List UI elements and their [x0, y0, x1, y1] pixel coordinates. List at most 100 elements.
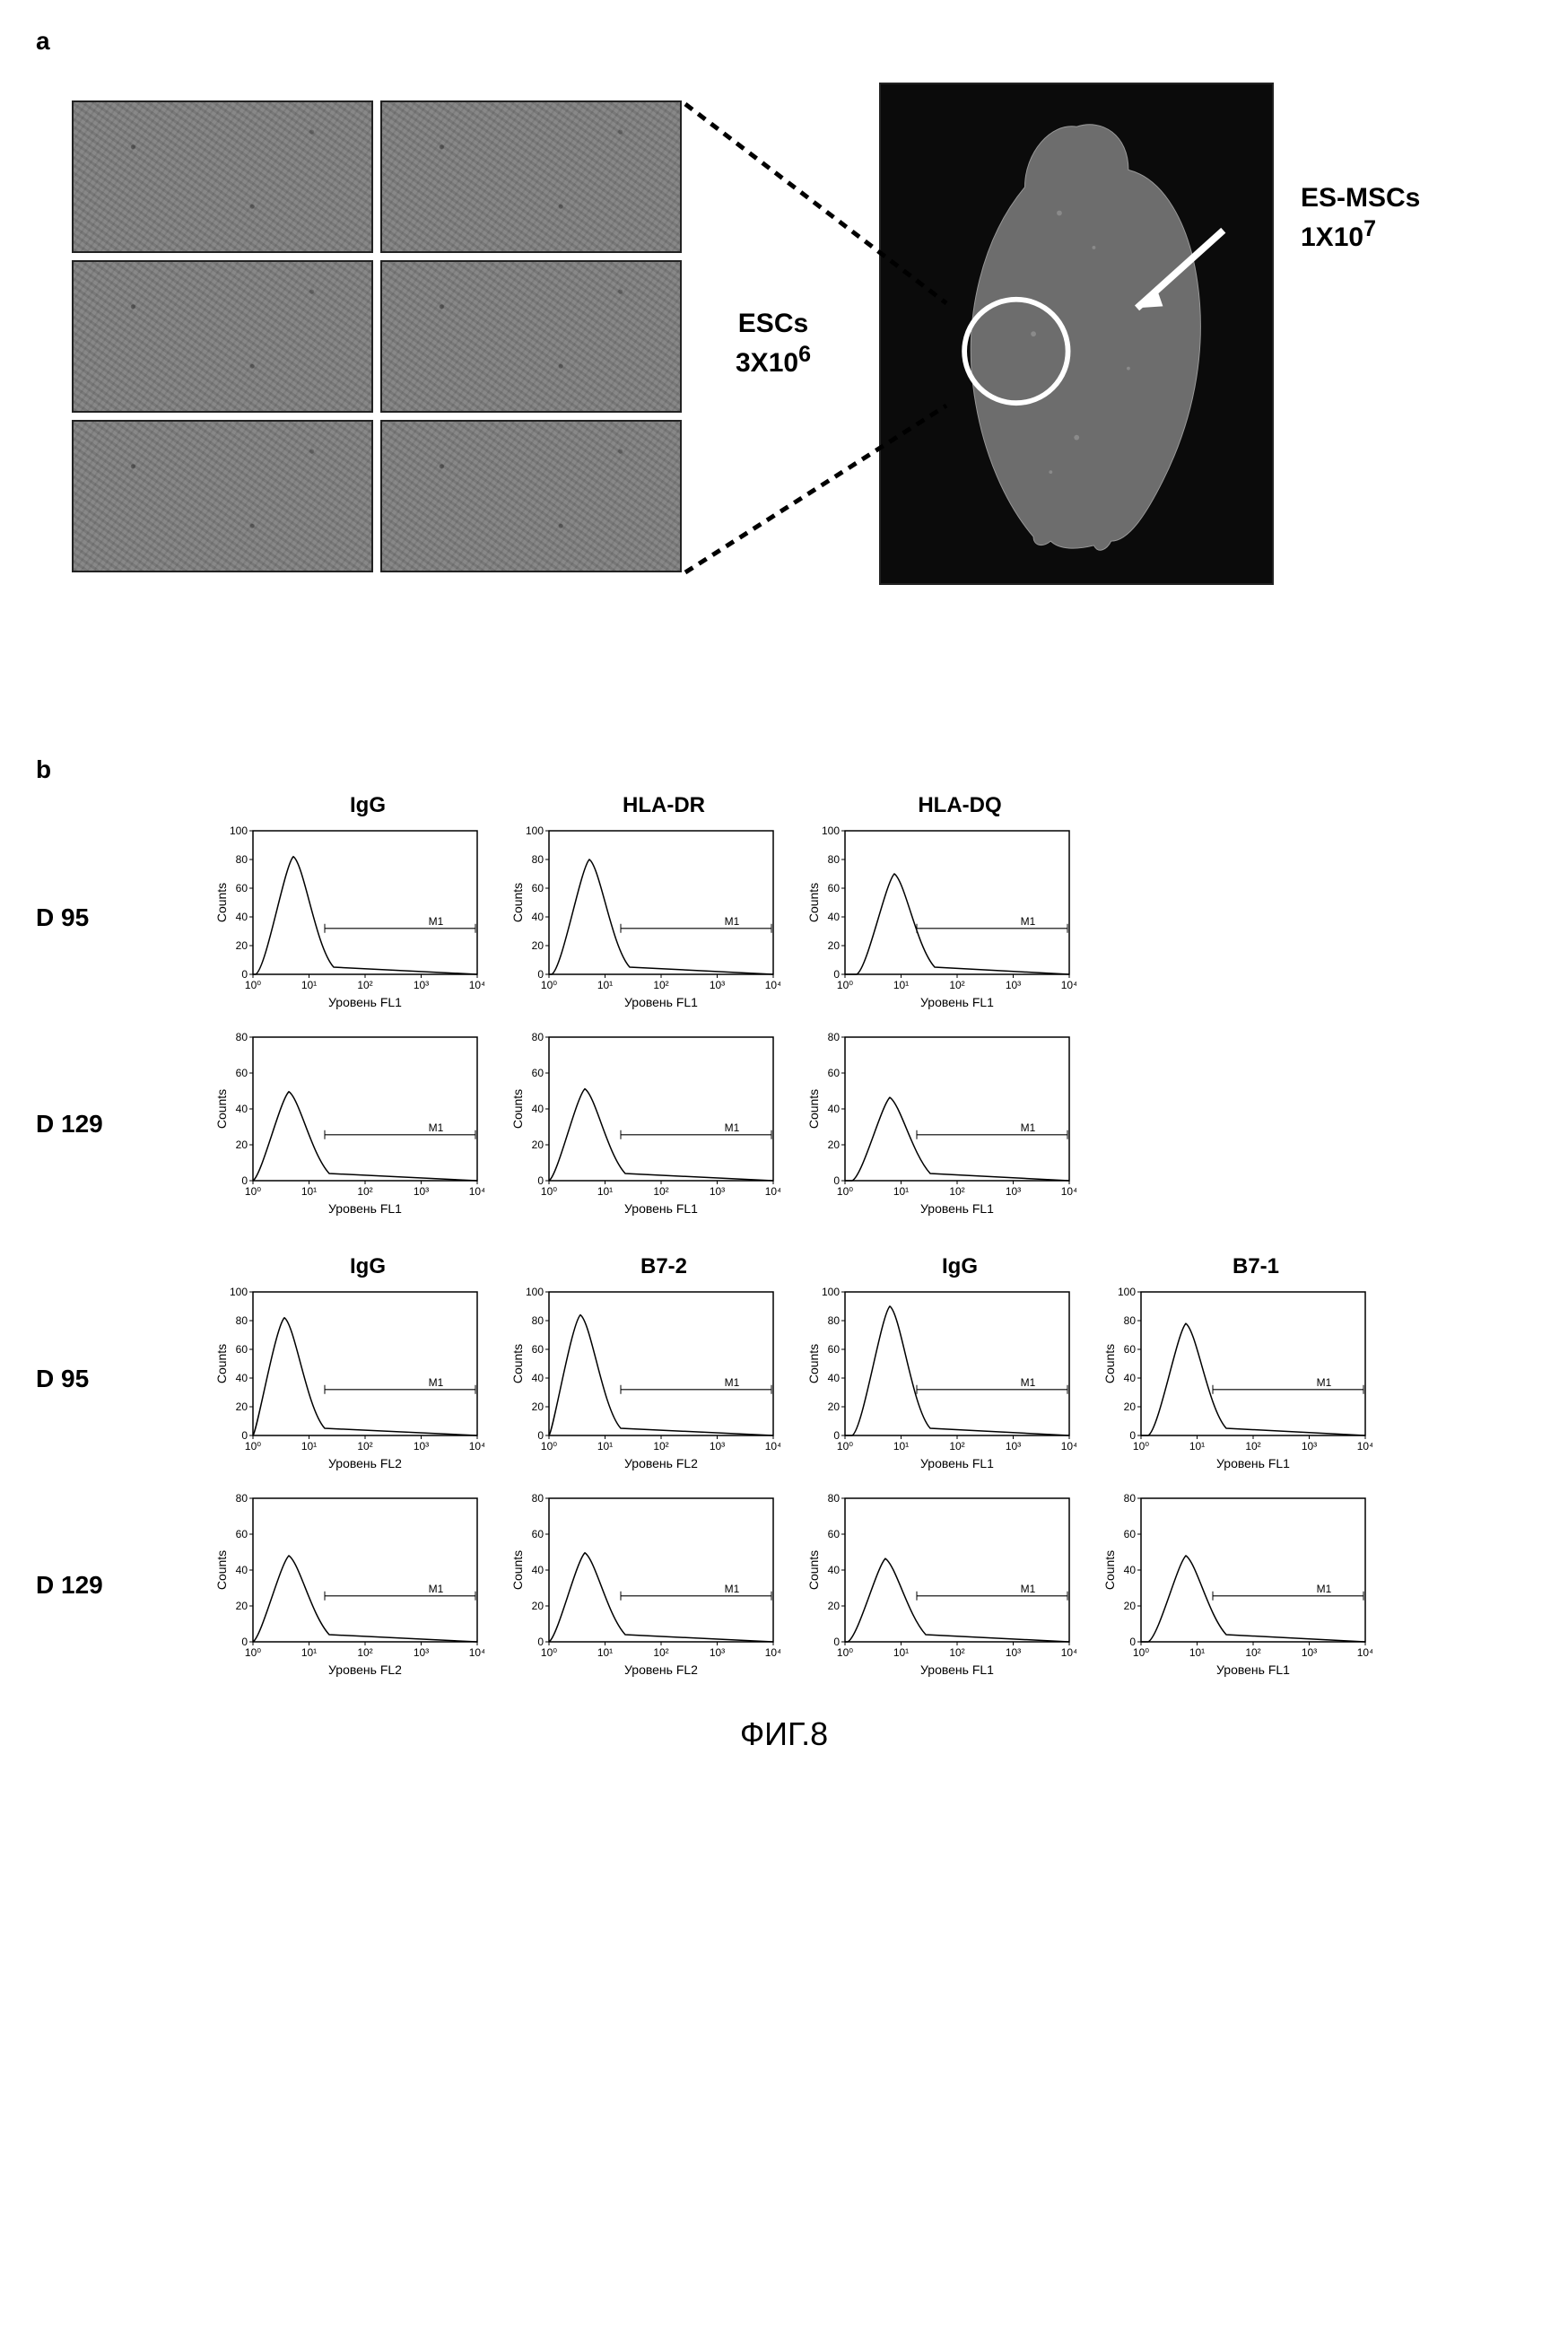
panel-a-label: a	[36, 27, 1532, 56]
svg-text:10⁴: 10⁴	[469, 1646, 484, 1659]
histology-cell	[380, 260, 682, 413]
svg-text:40: 40	[828, 911, 841, 923]
svg-text:M1: M1	[429, 1121, 444, 1134]
svg-text:40: 40	[828, 1564, 841, 1576]
svg-text:20: 20	[828, 1139, 841, 1151]
plots-container: 02040608010⁰10¹10²10³10⁴ M1 Уровень FL1 …	[215, 1030, 1076, 1218]
svg-text:10²: 10²	[653, 1440, 668, 1453]
facs-plot: 02040608010010⁰10¹10²10³10⁴ M1 Уровень F…	[807, 824, 1076, 1012]
svg-text:10¹: 10¹	[1189, 1646, 1205, 1659]
row-label: D 129	[36, 1571, 215, 1600]
svg-text:60: 60	[828, 1528, 841, 1540]
svg-text:10¹: 10¹	[893, 1440, 909, 1453]
svg-text:M1: M1	[1021, 915, 1036, 928]
facs-plot: 02040608010010⁰10¹10²10³10⁴ M1 Уровень F…	[1103, 1285, 1372, 1473]
escs-line2: 3X10	[736, 348, 798, 378]
svg-text:M1: M1	[725, 1376, 740, 1389]
facs-plot: 02040608010⁰10¹10²10³10⁴ M1 Уровень FL2 …	[215, 1491, 484, 1680]
svg-text:60: 60	[236, 1528, 248, 1540]
svg-text:10³: 10³	[1006, 1185, 1021, 1198]
svg-text:10²: 10²	[357, 1646, 372, 1659]
svg-text:10³: 10³	[414, 1646, 429, 1659]
esmscs-label: ES-MSCs 1X107	[1301, 181, 1420, 254]
svg-text:40: 40	[828, 1372, 841, 1384]
svg-text:10⁰: 10⁰	[245, 1440, 261, 1453]
svg-text:Уровень FL1: Уровень FL1	[920, 995, 994, 1009]
svg-text:10⁴: 10⁴	[1061, 979, 1076, 991]
svg-text:20: 20	[1124, 1400, 1137, 1413]
svg-text:10²: 10²	[357, 1185, 372, 1198]
svg-text:80: 80	[236, 853, 248, 866]
svg-text:20: 20	[532, 1139, 544, 1151]
svg-text:60: 60	[236, 1343, 248, 1356]
svg-text:10⁴: 10⁴	[1061, 1440, 1076, 1453]
svg-text:Counts: Counts	[807, 883, 821, 922]
facs-section-top: IgGHLA-DRHLA-DQ D 95 02040608010010⁰10¹1…	[36, 793, 1532, 1218]
svg-text:Уровень FL1: Уровень FL1	[1216, 1456, 1290, 1470]
col-header: IgG	[233, 1254, 502, 1279]
svg-text:40: 40	[236, 1372, 248, 1384]
escs-label: ESCs 3X106	[736, 307, 811, 380]
svg-text:10⁴: 10⁴	[765, 1646, 780, 1659]
mouse-image	[879, 83, 1274, 585]
facs-plot: 02040608010⁰10¹10²10³10⁴ M1 Уровень FL1 …	[215, 1030, 484, 1218]
svg-text:M1: M1	[725, 915, 740, 928]
svg-text:60: 60	[828, 882, 841, 894]
panel-a: ESCs 3X106 ES-MSCs 1X107	[36, 74, 1532, 684]
svg-text:M1: M1	[1021, 1583, 1036, 1595]
facs-row: D 129 02040608010⁰10¹10²10³10⁴ M1 Уровен…	[36, 1030, 1532, 1218]
svg-text:40: 40	[236, 1564, 248, 1576]
svg-text:20: 20	[828, 1600, 841, 1612]
svg-text:80: 80	[236, 1031, 248, 1043]
svg-text:10⁰: 10⁰	[245, 1185, 261, 1198]
svg-text:Уровень FL2: Уровень FL2	[624, 1662, 698, 1677]
svg-text:Уровень FL2: Уровень FL2	[328, 1456, 402, 1470]
svg-text:10⁴: 10⁴	[469, 1440, 484, 1453]
svg-text:80: 80	[828, 1314, 841, 1327]
svg-text:20: 20	[532, 1600, 544, 1612]
svg-text:10²: 10²	[653, 1185, 668, 1198]
svg-text:10⁰: 10⁰	[837, 1646, 853, 1659]
row-label: D 95	[36, 1365, 215, 1393]
svg-text:20: 20	[1124, 1600, 1137, 1612]
svg-text:Counts: Counts	[215, 1550, 229, 1590]
svg-text:10³: 10³	[1006, 1646, 1021, 1659]
svg-text:60: 60	[532, 1343, 544, 1356]
svg-text:M1: M1	[429, 1583, 444, 1595]
histology-cell	[380, 100, 682, 253]
svg-text:Counts: Counts	[215, 883, 229, 922]
svg-text:10³: 10³	[710, 1185, 725, 1198]
panel-b-label: b	[36, 755, 1532, 784]
svg-text:10³: 10³	[1302, 1440, 1317, 1453]
svg-text:10⁰: 10⁰	[541, 979, 557, 991]
svg-text:80: 80	[532, 1031, 544, 1043]
svg-text:M1: M1	[1317, 1376, 1332, 1389]
esmscs-line2: 1X10	[1301, 222, 1363, 252]
svg-text:Counts: Counts	[807, 1550, 821, 1590]
svg-text:10³: 10³	[1006, 979, 1021, 991]
svg-text:80: 80	[828, 853, 841, 866]
svg-text:Уровень FL1: Уровень FL1	[920, 1662, 994, 1677]
svg-text:Уровень FL1: Уровень FL1	[624, 995, 698, 1009]
svg-text:10²: 10²	[1245, 1440, 1260, 1453]
svg-text:10²: 10²	[949, 1185, 964, 1198]
plots-container: 02040608010⁰10¹10²10³10⁴ M1 Уровень FL2 …	[215, 1491, 1372, 1680]
facs-plot: 02040608010010⁰10¹10²10³10⁴ M1 Уровень F…	[511, 824, 780, 1012]
svg-text:100: 100	[1118, 1286, 1136, 1298]
svg-text:60: 60	[532, 882, 544, 894]
svg-text:80: 80	[236, 1492, 248, 1505]
svg-text:20: 20	[532, 1400, 544, 1413]
row-label: D 95	[36, 903, 215, 932]
svg-text:10¹: 10¹	[1189, 1440, 1205, 1453]
svg-text:40: 40	[532, 1564, 544, 1576]
facs-plot: 02040608010⁰10¹10²10³10⁴ M1 Уровень FL1 …	[807, 1030, 1076, 1218]
svg-text:20: 20	[532, 939, 544, 952]
svg-text:Counts: Counts	[1103, 1550, 1117, 1590]
svg-text:10¹: 10¹	[893, 1185, 909, 1198]
svg-text:10³: 10³	[710, 1646, 725, 1659]
escs-sup: 6	[798, 342, 811, 367]
svg-text:20: 20	[236, 1139, 248, 1151]
svg-text:80: 80	[532, 853, 544, 866]
col-header: B7-2	[529, 1254, 798, 1279]
svg-text:M1: M1	[1021, 1376, 1036, 1389]
